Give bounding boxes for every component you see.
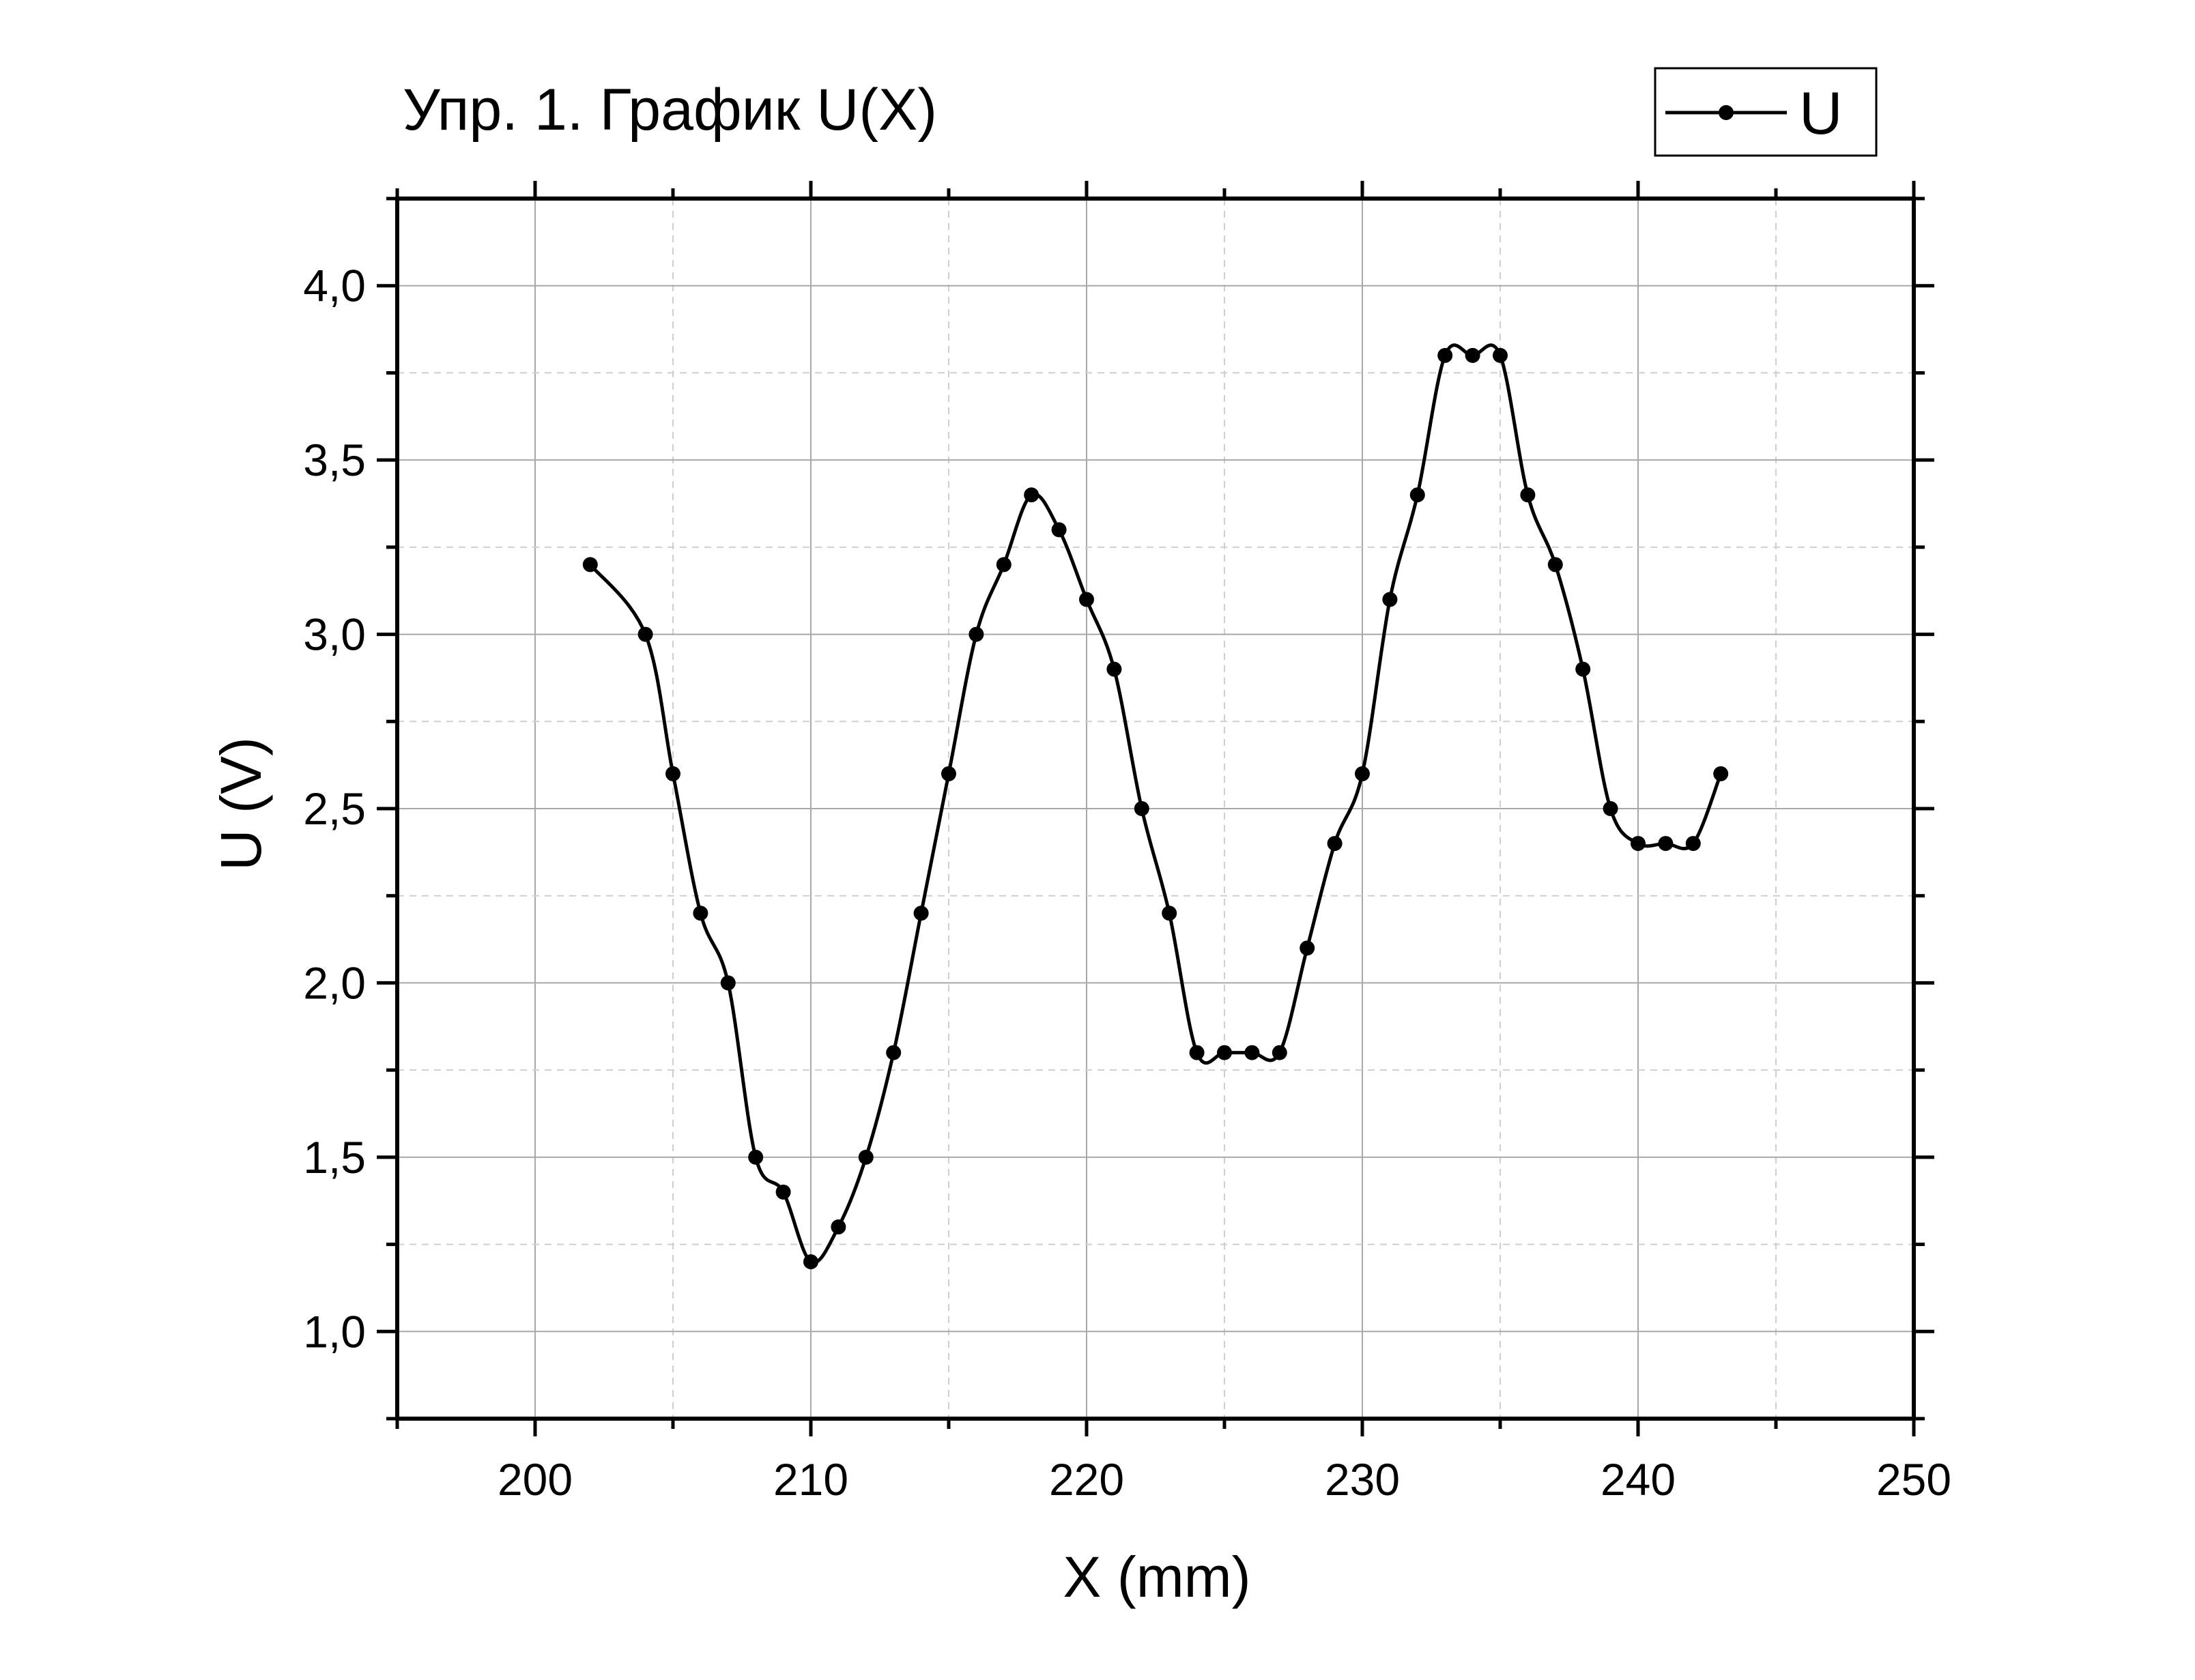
data-point xyxy=(1079,592,1094,607)
x-tick-label: 210 xyxy=(773,1454,848,1505)
x-tick-label: 200 xyxy=(498,1454,573,1505)
data-point xyxy=(1631,836,1646,852)
data-point xyxy=(748,1149,764,1165)
data-point xyxy=(1024,487,1039,503)
data-point xyxy=(858,1149,874,1165)
data-point xyxy=(637,626,653,642)
y-tick-label: 4,0 xyxy=(303,261,366,311)
data-point xyxy=(1244,1045,1260,1060)
data-point xyxy=(1409,487,1425,503)
data-point xyxy=(1713,766,1729,781)
data-point xyxy=(1327,836,1343,852)
data-point xyxy=(886,1045,902,1060)
data-point xyxy=(1382,592,1398,607)
x-tick-label: 230 xyxy=(1325,1454,1400,1505)
data-point xyxy=(1106,661,1122,677)
data-point xyxy=(1437,347,1453,363)
data-point xyxy=(1217,1045,1232,1060)
data-point xyxy=(775,1184,791,1200)
series-line-U xyxy=(588,343,1723,1264)
data-point xyxy=(1272,1045,1287,1060)
data-point xyxy=(693,906,708,921)
data-point xyxy=(1355,766,1370,781)
data-point xyxy=(913,906,929,921)
data-point xyxy=(1051,522,1067,538)
y-tick-label: 2,0 xyxy=(303,957,366,1008)
data-point xyxy=(803,1254,818,1270)
x-tick-label: 240 xyxy=(1601,1454,1676,1505)
y-tick-label: 3,0 xyxy=(303,609,366,660)
data-point xyxy=(1685,836,1701,852)
data-point xyxy=(1189,1045,1205,1060)
tick-labels: 200 210 220 230 240 250 1,0 1,5 2,0 2,5 3,0 3,5 4,0 xyxy=(303,261,1951,1505)
data-point xyxy=(1547,557,1563,573)
data-point xyxy=(720,975,736,991)
data-point xyxy=(831,1219,846,1235)
x-tick-label: 220 xyxy=(1049,1454,1124,1505)
data-point xyxy=(969,626,984,642)
data-point xyxy=(1493,347,1508,363)
data-point xyxy=(1603,801,1618,816)
y-tick-label: 3,5 xyxy=(303,435,366,485)
data-point xyxy=(1134,801,1149,816)
ticks xyxy=(377,181,1934,1436)
legend-label: U xyxy=(1799,79,1843,147)
data-point xyxy=(665,766,680,781)
curve-layer xyxy=(588,343,1723,1264)
data-point xyxy=(941,766,956,781)
grid xyxy=(397,199,1914,1419)
data-point xyxy=(1300,940,1315,956)
legend-marker-sample xyxy=(1719,105,1734,120)
y-tick-label: 2,5 xyxy=(303,783,366,834)
legend: U xyxy=(1654,67,1878,157)
data-point xyxy=(996,557,1012,573)
data-point xyxy=(1520,487,1536,503)
data-point xyxy=(1465,347,1480,363)
chart-title: Упр. 1. График U(X) xyxy=(403,77,937,143)
data-point xyxy=(1658,836,1674,852)
y-tick-label: 1,5 xyxy=(303,1132,366,1183)
data-point xyxy=(1575,661,1591,677)
y-tick-label: 1,0 xyxy=(303,1306,366,1357)
data-point xyxy=(582,557,598,573)
data-point xyxy=(1162,906,1177,921)
x-tick-label: 250 xyxy=(1876,1454,1951,1505)
x-axis-title: X (mm) xyxy=(1063,1545,1250,1609)
y-axis-title: U (V) xyxy=(209,737,273,871)
markers xyxy=(582,347,1729,1270)
